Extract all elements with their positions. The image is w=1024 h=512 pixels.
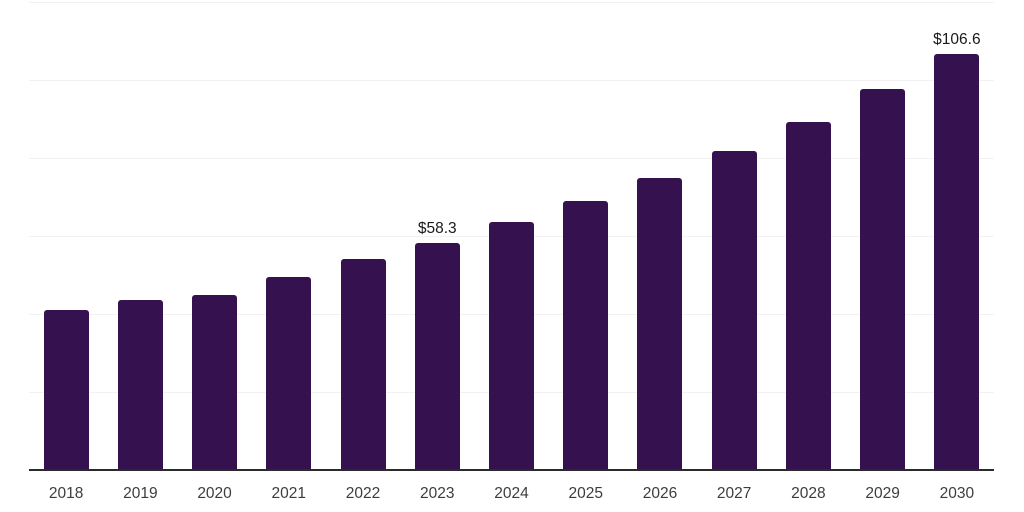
x-tick-2030: 2030 — [939, 485, 975, 502]
bar-2018 — [43, 310, 89, 470]
bar-2020 — [192, 295, 238, 470]
bar-2023 — [414, 242, 460, 470]
x-tick-2021: 2021 — [271, 485, 307, 502]
bar-2027 — [711, 151, 757, 470]
x-tick-2023: 2023 — [420, 485, 455, 502]
x-tick-2025: 2025 — [568, 485, 603, 502]
x-tick-2028: 2028 — [791, 485, 826, 502]
x-tick-2029: 2029 — [865, 485, 900, 502]
gridline-100 — [29, 79, 994, 81]
x-tick-2022: 2022 — [345, 485, 381, 502]
x-tick-2024: 2024 — [494, 485, 529, 502]
bar-2024 — [489, 222, 534, 470]
value-label-2030: $106.6 — [933, 31, 981, 49]
bar-2022 — [340, 259, 386, 470]
bar-2030 — [934, 54, 980, 470]
bar-2026 — [637, 177, 683, 470]
bar-2029 — [860, 88, 906, 470]
value-label-2023: $58.3 — [417, 219, 457, 237]
gridline-80 — [29, 157, 994, 159]
x-tick-2019: 2019 — [123, 485, 158, 502]
bar-2025 — [563, 200, 609, 470]
bar-2019 — [117, 299, 163, 470]
x-tick-2020: 2020 — [197, 485, 232, 502]
x-axis-line — [29, 469, 994, 471]
bar-2028 — [785, 122, 831, 470]
x-tick-2027: 2027 — [716, 485, 752, 502]
gridline-120 — [29, 1, 994, 3]
x-tick-2026: 2026 — [642, 485, 678, 502]
x-tick-2018: 2018 — [48, 485, 84, 502]
bar-2021 — [266, 276, 312, 470]
